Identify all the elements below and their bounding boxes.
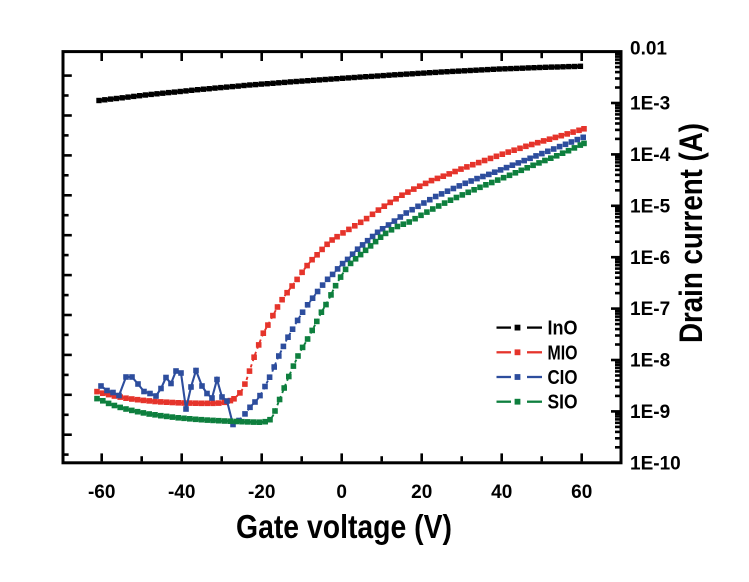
- svg-text:60: 60: [571, 482, 592, 503]
- svg-text:-20: -20: [248, 482, 275, 503]
- svg-text:20: 20: [411, 482, 432, 503]
- svg-text:1E-4: 1E-4: [630, 145, 671, 166]
- svg-text:40: 40: [491, 482, 512, 503]
- svg-text:Drain current (A): Drain current (A): [673, 123, 709, 343]
- svg-text:1E-8: 1E-8: [630, 351, 670, 372]
- svg-text:1E-7: 1E-7: [630, 299, 670, 320]
- svg-text:1E-10: 1E-10: [630, 453, 681, 474]
- svg-text:InO: InO: [548, 318, 578, 340]
- svg-text:MIO: MIO: [548, 342, 578, 364]
- svg-text:0: 0: [336, 482, 347, 503]
- svg-text:1E-6: 1E-6: [630, 248, 670, 269]
- svg-text:CIO: CIO: [548, 367, 578, 389]
- svg-text:0.01: 0.01: [630, 39, 667, 60]
- svg-text:SIO: SIO: [548, 392, 578, 414]
- svg-text:-60: -60: [88, 482, 115, 503]
- svg-text:1E-3: 1E-3: [630, 94, 670, 115]
- svg-text:-40: -40: [168, 482, 195, 503]
- svg-text:1E-9: 1E-9: [630, 402, 670, 423]
- svg-text:1E-5: 1E-5: [630, 196, 671, 217]
- svg-text:Gate voltage (V): Gate voltage (V): [236, 508, 452, 545]
